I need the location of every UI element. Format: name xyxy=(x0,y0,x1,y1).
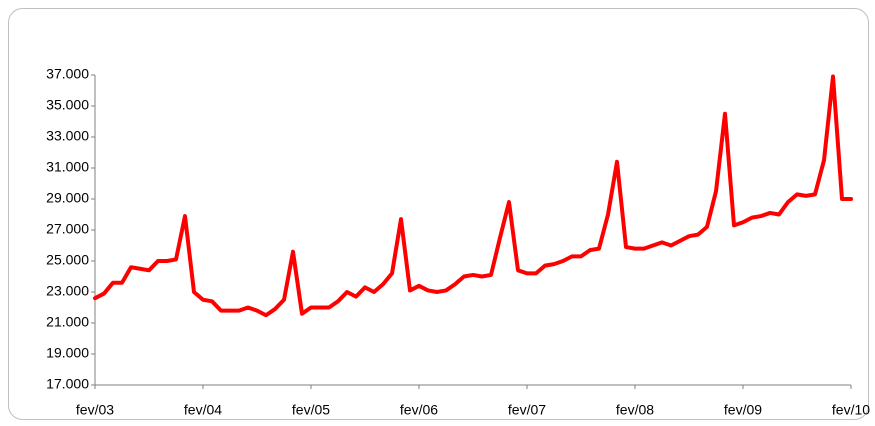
x-tick-label: fev/09 xyxy=(724,402,762,418)
y-tick-label: 21.000 xyxy=(46,314,89,330)
x-tick-label: fev/03 xyxy=(76,402,114,418)
y-tick-label: 35.000 xyxy=(46,97,89,113)
y-tick-label: 29.000 xyxy=(46,190,89,206)
x-tick-label: fev/04 xyxy=(184,402,222,418)
y-tick-label: 33.000 xyxy=(46,128,89,144)
y-tick-label: 19.000 xyxy=(46,345,89,361)
x-tick-label: fev/06 xyxy=(400,402,438,418)
x-tick-label: fev/08 xyxy=(616,402,654,418)
y-tick-label: 31.000 xyxy=(46,159,89,175)
y-tick-label: 23.000 xyxy=(46,283,89,299)
y-tick-label: 37.000 xyxy=(46,66,89,82)
y-tick-label: 27.000 xyxy=(46,221,89,237)
y-tick-label: 25.000 xyxy=(46,252,89,268)
data-line xyxy=(93,74,853,318)
chart-frame xyxy=(8,8,869,420)
x-tick-label: fev/10 xyxy=(832,402,870,418)
x-tick-label: fev/07 xyxy=(508,402,546,418)
x-tick-label: fev/05 xyxy=(292,402,330,418)
y-tick-label: 17.000 xyxy=(46,376,89,392)
